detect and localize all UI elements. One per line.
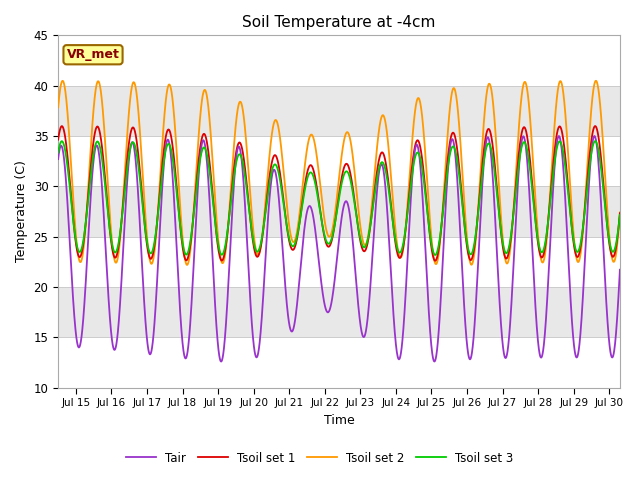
Tsoil set 3 [616,212,624,218]
Tsoil set 3 [591,138,599,144]
Tsoil set 1 [152,234,159,240]
Tsoil set 1 [431,258,439,264]
Tair [270,167,278,173]
Tsoil set 3 [545,215,552,221]
Line: Tsoil set 3: Tsoil set 3 [58,141,620,255]
X-axis label: Time: Time [324,414,355,427]
Tsoil set 3 [294,229,301,235]
Tsoil set 2 [54,105,62,110]
Bar [58,337,620,388]
Tsoil set 2 [294,222,302,228]
Text: VR_met: VR_met [67,48,120,61]
Tsoil set 1 [269,154,277,159]
Tsoil set 1 [54,137,62,143]
Tsoil set 2 [616,210,624,216]
Y-axis label: Temperature (C): Temperature (C) [15,160,28,263]
Tair [118,264,126,270]
Bar [58,186,620,237]
Bar [58,85,620,136]
Tsoil set 2 [183,262,191,268]
Tsoil set 3 [605,238,613,243]
Bar [58,237,620,287]
Tsoil set 3 [118,212,126,218]
Tsoil set 3 [269,163,277,168]
Tsoil set 2 [592,78,600,84]
Bar [58,136,620,186]
Line: Tair: Tair [58,136,620,361]
Tsoil set 3 [54,150,62,156]
Tsoil set 1 [616,210,624,216]
Tair [152,304,159,310]
Bar [58,287,620,337]
Tsoil set 1 [591,123,599,129]
Tair [54,156,62,162]
Legend: Tair, Tsoil set 1, Tsoil set 2, Tsoil set 3: Tair, Tsoil set 1, Tsoil set 2, Tsoil se… [122,447,518,469]
Tair [616,267,624,273]
Line: Tsoil set 1: Tsoil set 1 [58,126,620,261]
Tsoil set 2 [270,121,278,127]
Tair [605,340,613,346]
Tsoil set 2 [605,232,613,238]
Tsoil set 2 [118,210,126,216]
Tsoil set 2 [545,214,552,219]
Title: Soil Temperature at -4cm: Soil Temperature at -4cm [243,15,436,30]
Tair [217,359,225,364]
Tair [294,291,302,297]
Tsoil set 3 [431,252,439,258]
Tsoil set 2 [152,239,159,244]
Tsoil set 1 [294,230,301,236]
Line: Tsoil set 2: Tsoil set 2 [58,81,620,265]
Tsoil set 1 [545,214,552,219]
Tsoil set 1 [118,211,126,216]
Bar [58,36,620,85]
Tsoil set 1 [605,240,613,246]
Tsoil set 3 [152,232,159,238]
Tair [591,133,598,139]
Tair [545,272,552,277]
